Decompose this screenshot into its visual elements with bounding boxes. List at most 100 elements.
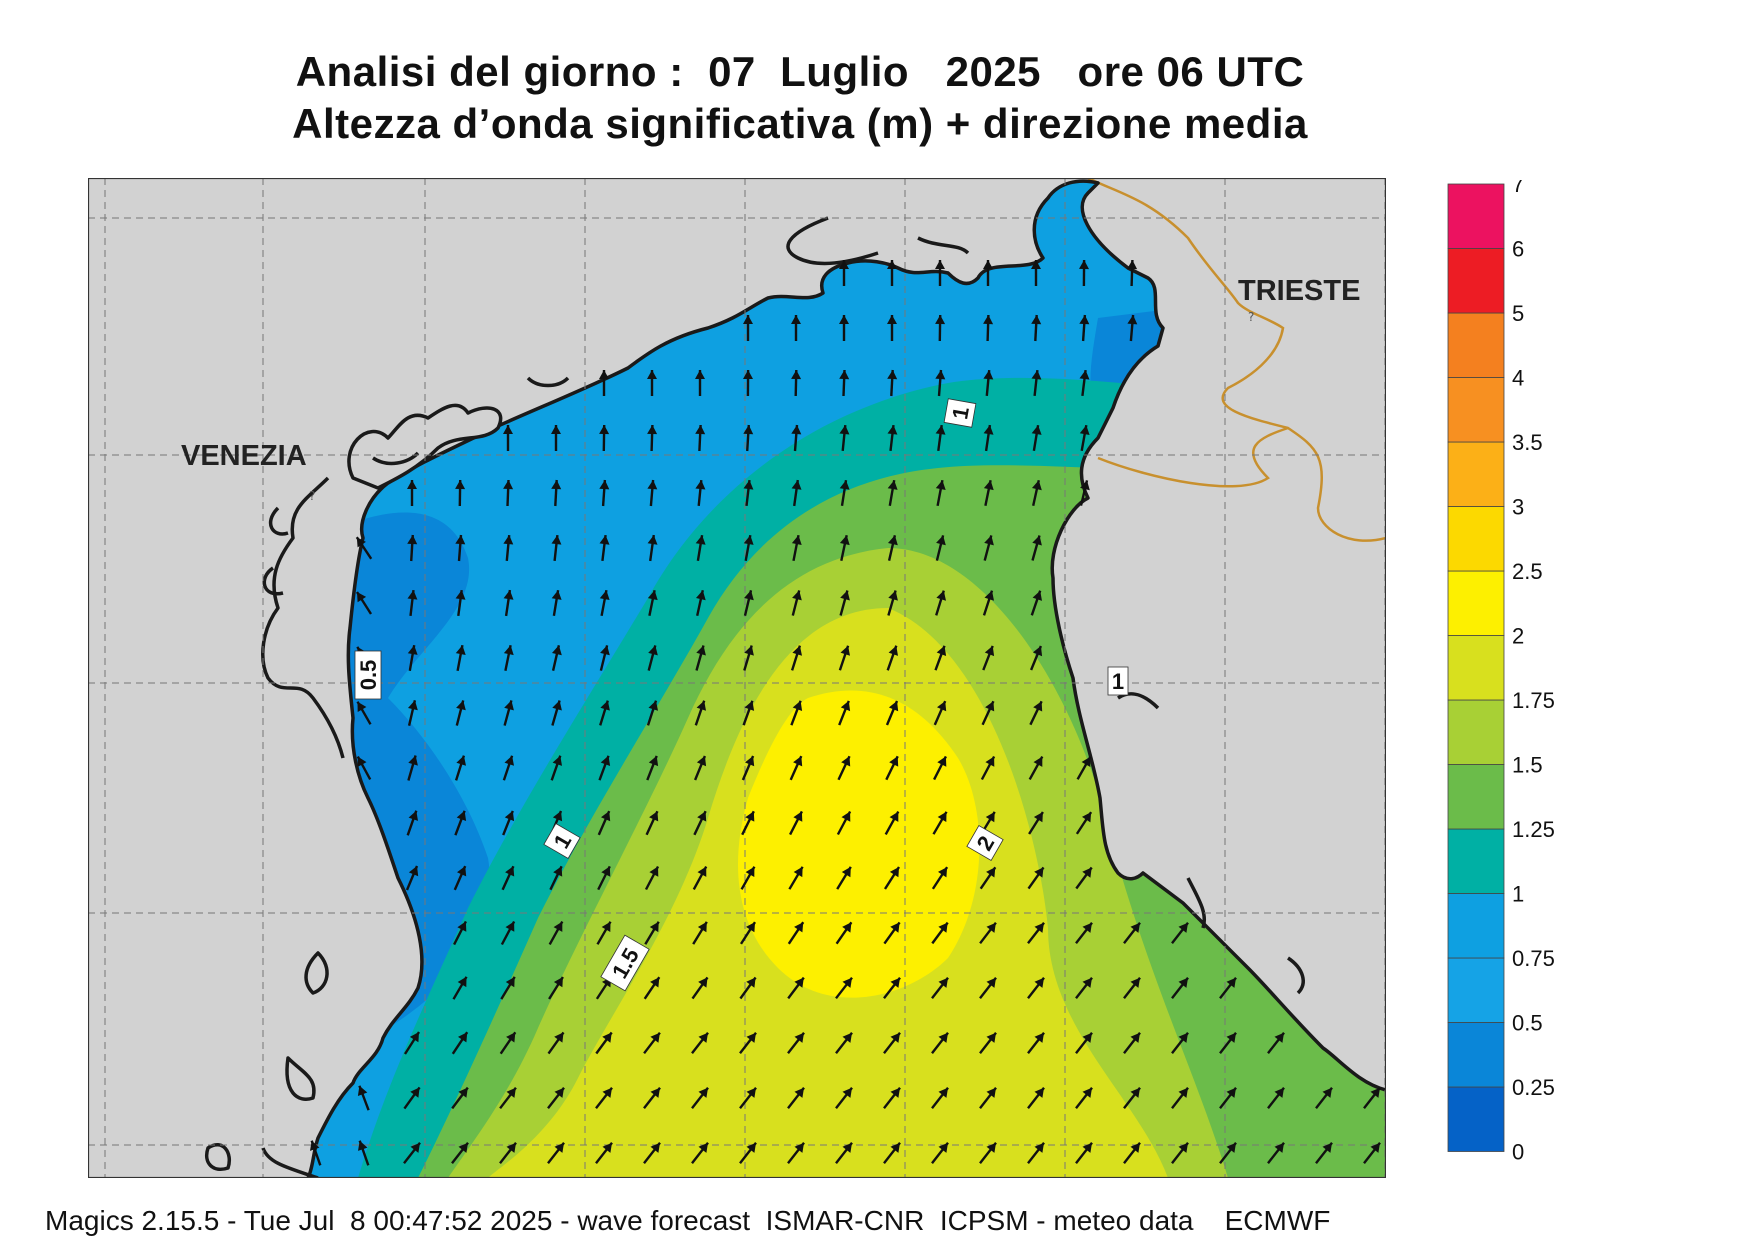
wave-arrow-head — [936, 535, 946, 546]
wave-arrow-head — [648, 700, 658, 711]
wave-arrow-head — [792, 700, 803, 711]
wave-arrow-head — [1034, 1032, 1044, 1043]
wave-arrow-head — [649, 811, 659, 822]
wave-arrow-head — [984, 645, 995, 657]
wave-arrow-head — [983, 425, 994, 435]
legend-box — [1447, 635, 1505, 701]
wave-arrow-head — [601, 866, 611, 877]
wave-arrow-head — [889, 867, 899, 878]
wave-arrow-head — [791, 425, 802, 435]
wave-arrow-head — [840, 645, 850, 656]
wave-arrow-head — [695, 370, 705, 379]
wave-arrow-head — [744, 645, 754, 656]
wave-arrow-head — [1130, 1142, 1140, 1153]
wave-arrow-head — [839, 370, 850, 380]
legend-tick-labels: 7 6 5 4 3.5 3 2.5 2 1.75 1.5 1.25 1 0.75 0.5 0.25 0 — [1512, 180, 1555, 1160]
wave-arrow-head — [554, 1032, 564, 1043]
legend-box — [1447, 570, 1505, 636]
wave-arrow-head — [698, 1142, 708, 1153]
wave-arrow-head — [647, 425, 658, 435]
legend-tick-label: 0.5 — [1512, 1011, 1543, 1036]
wave-arrow-head — [935, 315, 946, 325]
wave-arrow-head — [698, 1087, 708, 1098]
wave-arrow-head — [599, 535, 610, 545]
wave-arrow-head — [887, 260, 897, 269]
wave-arrow-head — [552, 811, 563, 822]
wave-arrow-head — [1322, 1142, 1332, 1153]
wave-arrow-head — [746, 1142, 756, 1153]
wave-arrow-head — [1130, 922, 1140, 933]
wave-arrow-head — [1034, 867, 1044, 878]
wave-arrow-head — [890, 1087, 900, 1098]
wave-arrow-head — [1080, 480, 1090, 491]
wave-arrow-head — [890, 922, 900, 933]
wave-arrow-head — [457, 921, 467, 932]
wave-arrow-head — [1032, 646, 1043, 657]
wave-arrow-head — [505, 976, 515, 988]
wave-arrow-head — [842, 922, 852, 933]
wave-arrow-head — [1081, 756, 1091, 767]
wave-arrow-head — [888, 645, 898, 656]
legend-tick-label: 2.5 — [1512, 559, 1543, 584]
wave-arrow-head — [937, 811, 947, 822]
wave-arrow-head — [357, 701, 367, 712]
wave-arrow-head — [455, 480, 466, 490]
wave-arrow-head — [647, 480, 658, 490]
wave-arrow-head — [1031, 370, 1042, 380]
wave-arrow-head — [456, 810, 467, 821]
city-label-trieste: TRIESTE — [1238, 275, 1360, 307]
wave-arrow-head — [456, 700, 466, 711]
coastline — [205, 179, 1386, 1178]
legend-tick-label: 3.5 — [1512, 430, 1543, 455]
wave-arrow-head — [792, 590, 802, 601]
legend-box — [1447, 828, 1505, 894]
wave-arrow-head — [746, 1087, 756, 1098]
wave-arrow-head — [937, 756, 947, 767]
wave-arrow-head — [1178, 1142, 1188, 1153]
wave-arrow-head — [889, 756, 899, 767]
wave-arrow-head — [1127, 260, 1138, 270]
wave-arrow-head — [1032, 480, 1042, 491]
wave-arrow-head — [890, 1032, 900, 1043]
legend-box — [1447, 312, 1505, 378]
wave-arrow-head — [793, 811, 803, 822]
wave-arrow-head — [842, 1087, 852, 1098]
wave-arrow-head — [503, 480, 514, 490]
wave-arrow-head — [408, 810, 418, 821]
wave-arrow-head — [1079, 260, 1089, 270]
wave-arrow-head — [1033, 812, 1043, 823]
wave-arrow-head — [458, 1142, 468, 1153]
legend-tick-label: 7 — [1512, 180, 1524, 197]
map-subtitle: Altezza d’onda significativa (m) + direz… — [292, 100, 1308, 147]
wave-arrow-head — [602, 1142, 612, 1153]
legend-tick-label: 5 — [1512, 301, 1524, 326]
wave-arrow-head — [746, 1032, 756, 1043]
wave-arrow-head — [505, 866, 515, 877]
wave-arrow-head — [887, 370, 898, 380]
wave-arrow-head — [794, 977, 804, 988]
svg-text:0.5: 0.5 — [356, 660, 381, 691]
wave-arrow-head — [552, 755, 562, 766]
wave-arrow-head — [1032, 590, 1042, 601]
wave-arrow-head — [1178, 1087, 1188, 1098]
wave-arrow-head — [1032, 535, 1042, 546]
wave-arrow-head — [794, 1087, 804, 1098]
wave-arrow-head — [983, 315, 994, 325]
legend-box — [1447, 699, 1505, 765]
map-title: Analisi del giorno : 07 Luglio 2025 ore … — [295, 48, 1305, 95]
wave-arrow-head — [983, 480, 994, 491]
wave-arrow-head — [794, 1142, 804, 1153]
wave-arrow-head — [650, 1142, 660, 1153]
wave-arrow-head — [601, 921, 611, 932]
wave-arrow-head — [1370, 1142, 1380, 1153]
wave-arrow-head — [1130, 1087, 1140, 1098]
wave-arrow-head — [1274, 1142, 1284, 1153]
wave-arrow-head — [408, 755, 418, 766]
wave-arrow-head — [1226, 1032, 1236, 1043]
wave-arrow-head — [551, 590, 562, 600]
wave-arrow-head — [695, 535, 706, 545]
contour-label-2: 2 — [966, 825, 1004, 861]
wave-arrow-head — [985, 701, 995, 712]
map-frame — [88, 178, 1386, 1178]
wave-arrow-head — [647, 535, 658, 545]
